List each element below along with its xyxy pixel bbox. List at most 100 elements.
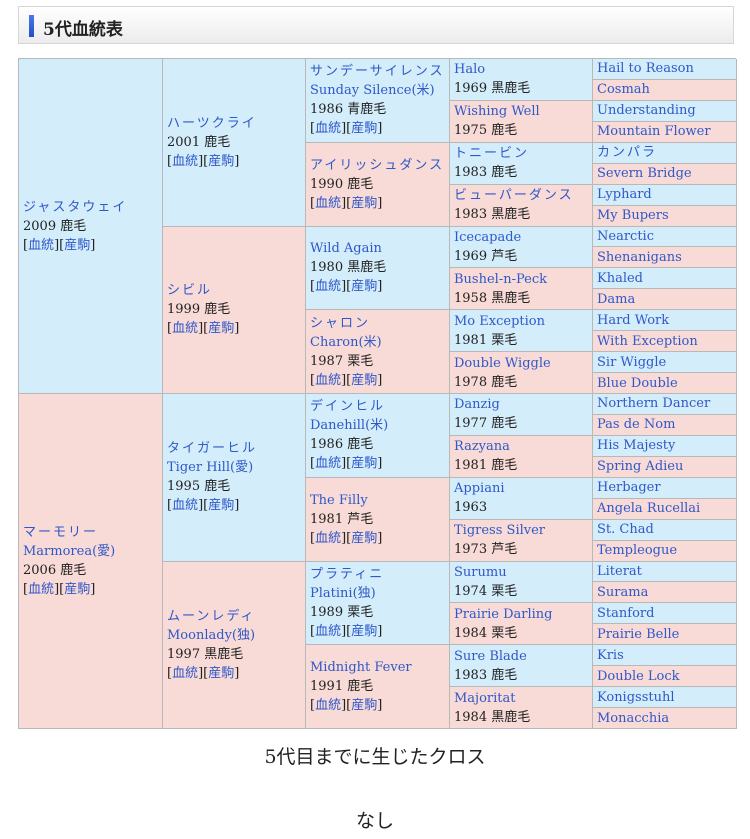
horse-name[interactable]: Majoritat xyxy=(454,690,516,706)
horse-name[interactable]: Mo Exception xyxy=(454,313,545,329)
horse-name[interactable]: Prairie Belle xyxy=(597,626,680,642)
horse-name[interactable]: Shenanigans xyxy=(597,249,682,265)
horse-name-kana[interactable]: トニービン xyxy=(454,146,530,162)
pedigree-link[interactable]: 血統 xyxy=(315,698,342,714)
offspring-link[interactable]: 産駒 xyxy=(351,195,378,211)
horse-name-kana[interactable]: ムーンレディ xyxy=(167,608,256,624)
pedigree-link[interactable]: 血統 xyxy=(315,279,342,295)
horse-name[interactable]: Wishing Well xyxy=(454,104,540,120)
horse-name-kana[interactable]: アイリッシュダンス xyxy=(310,157,445,173)
horse-name[interactable]: Sunday Silence(米) xyxy=(310,83,435,99)
horse-name[interactable]: Monacchia xyxy=(597,710,670,726)
pedigree-link[interactable]: 血統 xyxy=(315,456,342,472)
horse-name[interactable]: Double Lock xyxy=(597,668,680,684)
offspring-link[interactable]: 産駒 xyxy=(64,237,91,253)
horse-name[interactable]: Templeogue xyxy=(597,543,678,559)
horse-name[interactable]: Platini(独) xyxy=(310,585,376,601)
horse-name[interactable]: St. Chad xyxy=(597,522,654,538)
horse-name[interactable]: Surama xyxy=(597,584,649,600)
horse-name[interactable]: Angela Rucellai xyxy=(597,501,701,517)
horse-name[interactable]: Severn Bridge xyxy=(597,166,692,182)
horse-name[interactable]: Mountain Flower xyxy=(597,124,711,140)
horse-name[interactable]: Prairie Darling xyxy=(454,606,553,622)
horse-name[interactable]: Wild Again xyxy=(310,241,382,257)
horse-name[interactable]: Marmorea(愛) xyxy=(23,544,116,559)
horse-name[interactable]: Konigsstuhl xyxy=(597,689,675,705)
horse-name[interactable]: Pas de Nom xyxy=(597,417,676,433)
offspring-link[interactable]: 産駒 xyxy=(351,456,378,472)
horse-name[interactable]: Surumu xyxy=(454,564,507,580)
horse-name[interactable]: Nearctic xyxy=(597,228,654,244)
horse-info: 1981 鹿毛 xyxy=(454,458,518,474)
horse-name[interactable]: Charon(米) xyxy=(310,334,382,350)
horse-name[interactable]: Razyana xyxy=(454,439,510,455)
horse-name[interactable]: Midnight Fever xyxy=(310,660,412,676)
horse-name-kana[interactable]: プラティニ xyxy=(310,566,385,582)
pedigree-link[interactable]: 血統 xyxy=(172,665,199,681)
offspring-link[interactable]: 産駒 xyxy=(351,372,378,388)
pedigree-link[interactable]: 血統 xyxy=(172,153,199,169)
offspring-link[interactable]: 産駒 xyxy=(351,279,378,295)
horse-name[interactable]: Herbager xyxy=(597,480,661,496)
horse-name[interactable]: Bushel-n-Peck xyxy=(454,271,547,287)
horse-name[interactable]: Halo xyxy=(454,62,486,78)
horse-name-kana[interactable]: マーモリー xyxy=(23,525,99,540)
offspring-link[interactable]: 産駒 xyxy=(208,498,235,514)
horse-name[interactable]: Stanford xyxy=(597,605,655,621)
pedigree-link[interactable]: 血統 xyxy=(172,321,199,337)
offspring-link[interactable]: 産駒 xyxy=(208,665,235,681)
pedigree-link[interactable]: 血統 xyxy=(315,195,342,211)
horse-name[interactable]: Kris xyxy=(597,647,624,663)
horse-name-kana[interactable]: デインヒル xyxy=(310,399,386,415)
offspring-link[interactable]: 産駒 xyxy=(351,121,378,137)
horse-name[interactable]: Moonlady(独) xyxy=(167,627,256,643)
offspring-link[interactable]: 産駒 xyxy=(351,530,378,546)
horse-name[interactable]: Tigress Silver xyxy=(454,523,546,539)
horse-name[interactable]: Tiger Hill(愛) xyxy=(167,460,254,476)
horse-name[interactable]: Spring Adieu xyxy=(597,459,684,475)
pedigree-link[interactable]: 血統 xyxy=(315,372,342,388)
pedigree-link[interactable]: 血統 xyxy=(315,530,342,546)
pedigree-link[interactable]: 血統 xyxy=(28,582,55,597)
horse-name[interactable]: Northern Dancer xyxy=(597,396,711,412)
horse-name-kana[interactable]: ビューパーダンス xyxy=(454,188,574,204)
horse-name[interactable]: Hard Work xyxy=(597,312,670,328)
horse-name[interactable]: Danehill(米) xyxy=(310,418,389,434)
horse-name[interactable]: The Filly xyxy=(310,492,368,508)
pedigree-link[interactable]: 血統 xyxy=(28,237,55,253)
offspring-link[interactable]: 産駒 xyxy=(208,321,235,337)
horse-name[interactable]: Sure Blade xyxy=(454,648,527,664)
pedigree-link[interactable]: 血統 xyxy=(315,121,342,137)
horse-name[interactable]: Khaled xyxy=(597,270,644,286)
horse-name[interactable]: Literat xyxy=(597,563,642,579)
horse-info: 1981 芦毛 xyxy=(310,511,374,527)
offspring-link[interactable]: 産駒 xyxy=(64,582,91,597)
pedigree-link[interactable]: 血統 xyxy=(172,498,199,514)
horse-name[interactable]: Dama xyxy=(597,291,636,307)
horse-name-kana[interactable]: シビル xyxy=(167,283,213,299)
horse-name[interactable]: Understanding xyxy=(597,103,696,119)
horse-name[interactable]: My Bupers xyxy=(597,208,669,224)
horse-name-kana[interactable]: サンデーサイレンス xyxy=(310,64,445,80)
horse-name[interactable]: Danzig xyxy=(454,397,500,413)
offspring-link[interactable]: 産駒 xyxy=(351,698,378,714)
horse-name[interactable]: Lyphard xyxy=(597,187,652,203)
horse-name-kana[interactable]: ジャスタウェイ xyxy=(23,199,128,215)
horse-name-kana[interactable]: ハーツクライ xyxy=(167,115,257,131)
offspring-link[interactable]: 産駒 xyxy=(208,153,235,169)
horse-name[interactable]: Blue Double xyxy=(597,375,678,391)
horse-name-kana[interactable]: シャロン xyxy=(310,315,371,331)
horse-name[interactable]: Sir Wiggle xyxy=(597,354,667,370)
horse-name[interactable]: With Exception xyxy=(597,333,698,349)
horse-name[interactable]: Hail to Reason xyxy=(597,61,694,77)
horse-name[interactable]: Double Wiggle xyxy=(454,355,551,371)
pedigree-link[interactable]: 血統 xyxy=(315,623,342,639)
horse-name[interactable]: Appiani xyxy=(454,481,505,497)
pedigree-cell-gen5: Lyphard xyxy=(593,184,737,206)
horse-name[interactable]: His Majesty xyxy=(597,438,676,454)
horse-name[interactable]: Icecapade xyxy=(454,229,522,245)
horse-name-kana[interactable]: タイガーヒル xyxy=(167,441,258,457)
horse-name[interactable]: Cosmah xyxy=(597,82,650,98)
horse-name-kana[interactable]: カンパラ xyxy=(597,145,658,161)
offspring-link[interactable]: 産駒 xyxy=(351,623,378,639)
